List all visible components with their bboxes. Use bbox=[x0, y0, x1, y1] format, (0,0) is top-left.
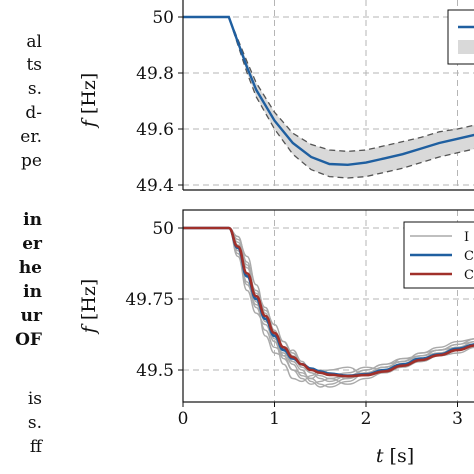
body-text-fragment: pe bbox=[21, 151, 42, 171]
body-text-fragment: he bbox=[18, 258, 42, 278]
bottom-x-tick-label: 0 bbox=[178, 409, 189, 429]
bottom-y-tick-label: 50 bbox=[152, 219, 174, 239]
top-lower-bound-line bbox=[183, 16, 474, 179]
bottom-x-tick-label: 1 bbox=[269, 409, 280, 429]
top-y-tick-label: 49.6 bbox=[136, 120, 174, 140]
bottom-chart: 50 49.75 49.5 0 1 2 3 f [Hz] t [s] I C C bbox=[78, 209, 474, 467]
body-text-fragment: ff bbox=[29, 437, 42, 457]
body-text-fragment: ur bbox=[20, 306, 42, 326]
bottom-x-tick-label: 3 bbox=[452, 409, 463, 429]
bottom-y-axis-label: f [Hz] bbox=[78, 279, 100, 336]
body-text-fragment: in bbox=[23, 210, 42, 230]
top-upper-bound-line bbox=[183, 16, 474, 153]
top-y-tick-label: 49.8 bbox=[136, 64, 174, 84]
body-text-fragment: al bbox=[26, 32, 42, 52]
body-text-fragment: s. bbox=[27, 79, 42, 99]
body-text-fragment: d- bbox=[25, 103, 42, 123]
body-text-fragment: is bbox=[27, 389, 42, 409]
body-text-fragment: er. bbox=[20, 127, 42, 147]
x-axis-label: t [s] bbox=[376, 445, 414, 467]
bottom-frame bbox=[182, 209, 474, 403]
bottom-legend-label-1: I bbox=[464, 230, 469, 245]
bottom-legend: I C C bbox=[403, 221, 474, 289]
top-legend-band-swatch bbox=[458, 40, 474, 54]
top-y-tick-label: 49.4 bbox=[136, 176, 174, 196]
top-legend bbox=[447, 9, 474, 65]
top-uncertainty-band bbox=[183, 17, 474, 178]
bottom-legend-label-3: C bbox=[464, 268, 474, 283]
body-text-fragment: in bbox=[23, 282, 42, 302]
top-y-tick-label: 50 bbox=[152, 8, 174, 28]
body-text-fragment: ts bbox=[26, 55, 42, 75]
bottom-red-line bbox=[183, 226, 474, 378]
bottom-y-tick-label: 49.75 bbox=[125, 290, 174, 310]
body-text-fragment: er bbox=[22, 234, 42, 254]
top-chart: 50 49.8 49.6 49.4 f [Hz] bbox=[78, 0, 474, 196]
body-text-fragment: OF bbox=[15, 330, 42, 350]
bottom-x-tick-label: 2 bbox=[361, 409, 372, 429]
top-mean-line bbox=[183, 15, 474, 167]
bottom-y-tick-label: 49.5 bbox=[136, 361, 174, 381]
top-y-axis-label: f [Hz] bbox=[78, 73, 100, 130]
bottom-legend-label-2: C bbox=[464, 249, 474, 264]
page-body-text: al ts s. d-er. pe in er he in ur OF is s. ff bbox=[0, 0, 60, 474]
body-text-fragment: s. bbox=[27, 413, 42, 433]
